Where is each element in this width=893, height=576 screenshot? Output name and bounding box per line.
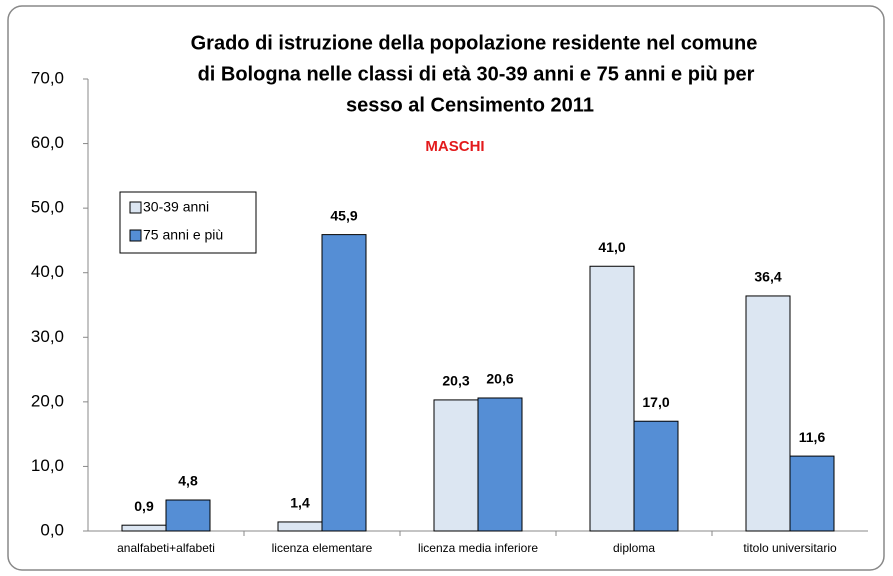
bar — [165, 499, 211, 532]
bar — [321, 234, 367, 532]
x-tick-label: analfabeti+alfabeti — [117, 541, 215, 555]
bar — [789, 455, 835, 532]
x-tick-label: licenza media inferiore — [418, 541, 538, 555]
chart-title: sesso al Censimento 2011 — [346, 94, 594, 116]
chart-title: Grado di istruzione della popolazione re… — [191, 32, 758, 54]
x-tick-label: titolo universitario — [743, 541, 837, 555]
chart-title: di Bologna nelle classi di età 30-39 ann… — [198, 63, 755, 85]
bar — [477, 397, 523, 532]
bar — [589, 265, 635, 532]
value-label: 11,6 — [799, 429, 826, 445]
legend-label: 30-39 anni — [143, 199, 209, 215]
value-label: 20,3 — [442, 373, 469, 389]
legend-box — [119, 191, 257, 254]
bar — [277, 521, 323, 532]
y-tick-label: 10,0 — [31, 456, 64, 475]
legend-label: 75 anni e più — [143, 227, 223, 243]
y-tick-label: 20,0 — [31, 391, 64, 410]
bar — [433, 399, 479, 532]
value-label: 45,9 — [330, 207, 357, 223]
x-tick-label: diploma — [613, 541, 655, 555]
value-label: 1,4 — [290, 495, 310, 511]
legend-swatch — [129, 229, 142, 242]
y-tick-label: 50,0 — [31, 198, 64, 217]
y-tick-label: 60,0 — [31, 133, 64, 152]
x-tick-label: licenza elementare — [272, 541, 373, 555]
legend-swatch — [129, 201, 142, 214]
y-tick-label: 40,0 — [31, 262, 64, 281]
y-tick-label: 30,0 — [31, 327, 64, 346]
value-label: 4,8 — [178, 473, 198, 489]
bar — [633, 420, 679, 532]
bar — [745, 295, 791, 532]
y-tick-label: 70,0 — [31, 68, 64, 87]
value-label: 20,6 — [486, 371, 513, 387]
value-label: 0,9 — [134, 498, 154, 514]
value-label: 41,0 — [598, 239, 625, 255]
value-label: 17,0 — [642, 394, 669, 410]
bar — [121, 524, 167, 532]
value-label: 36,4 — [754, 269, 781, 285]
y-tick-label: 0,0 — [40, 520, 64, 539]
chart-subtitle: MASCHI — [425, 138, 484, 155]
